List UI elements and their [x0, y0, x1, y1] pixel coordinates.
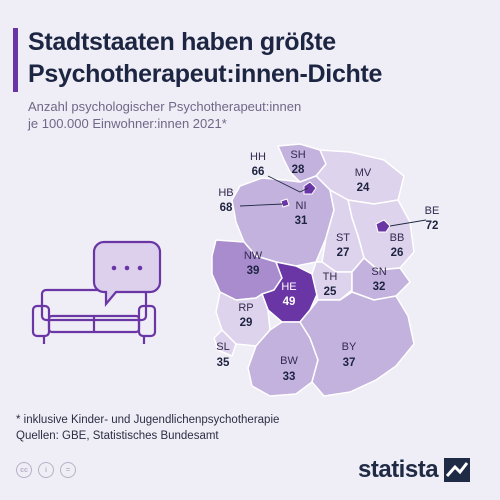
berlin-marker — [375, 219, 391, 233]
svg-text:ST: ST — [336, 232, 350, 244]
svg-text:25: 25 — [324, 286, 337, 298]
label-hh: HH 66 — [250, 151, 266, 178]
title-accent-bar — [13, 28, 18, 92]
cc-icon[interactable]: cc — [16, 462, 32, 478]
svg-text:HE: HE — [281, 281, 296, 293]
label-st: ST 27 — [336, 232, 350, 259]
svg-text:TH: TH — [323, 271, 338, 283]
svg-text:NI: NI — [296, 200, 307, 212]
svg-text:33: 33 — [283, 371, 296, 383]
svg-text:49: 49 — [283, 296, 296, 308]
svg-text:35: 35 — [217, 357, 230, 369]
svg-text:HH: HH — [250, 151, 266, 163]
page-subtitle: Anzahl psychologischer Psychotherapeut:i… — [28, 98, 488, 132]
svg-text:BE: BE — [425, 205, 440, 217]
title-line-2: Psychotherapeut:innen-Dichte — [28, 60, 383, 88]
svg-text:BB: BB — [390, 232, 405, 244]
svg-text:26: 26 — [391, 247, 404, 259]
state-ni — [231, 175, 335, 267]
svg-text:BW: BW — [280, 355, 298, 367]
label-th: TH 25 — [323, 271, 338, 298]
label-by: BY 37 — [342, 341, 357, 369]
state-sl — [213, 329, 237, 357]
svg-text:66: 66 — [252, 166, 265, 178]
label-be: BE 72 — [425, 205, 440, 232]
svg-text:24: 24 — [357, 182, 370, 194]
svg-text:27: 27 — [337, 247, 350, 259]
svg-text:37: 37 — [343, 357, 356, 369]
state-by — [299, 291, 415, 397]
svg-text:28: 28 — [292, 164, 305, 176]
hamburg-marker — [303, 181, 317, 195]
statista-brand[interactable]: statista — [358, 456, 471, 484]
statista-logo-icon — [444, 458, 471, 482]
svg-text:MV: MV — [355, 167, 372, 179]
svg-text:SL: SL — [216, 341, 229, 353]
label-sn: SN 32 — [371, 266, 386, 293]
brand-name: statista — [358, 456, 439, 483]
title-line-1: Stadtstaaten haben größte — [28, 28, 336, 56]
svg-text:SN: SN — [371, 266, 386, 278]
svg-text:29: 29 — [240, 317, 253, 329]
svg-text:HB: HB — [218, 187, 233, 199]
license-icons: cc i = — [16, 462, 76, 478]
label-mv: MV 24 — [355, 167, 372, 194]
label-he: HE 49 — [281, 281, 296, 308]
bremen-marker — [280, 198, 290, 208]
be-leader-line — [389, 219, 427, 227]
speech-bubble-icon — [92, 240, 162, 308]
label-sh: SH 28 — [290, 149, 305, 176]
label-bb: BB 26 — [390, 232, 405, 259]
label-ni: NI 31 — [295, 200, 308, 227]
hh-leader-line — [267, 175, 309, 193]
page-title: Stadtstaaten haben größte Psychotherapeu… — [28, 26, 488, 90]
svg-text:68: 68 — [220, 202, 233, 214]
label-bw: BW 33 — [280, 355, 298, 383]
footnote-line-1: * inklusive Kinder- und Jugendlichenpsyc… — [16, 414, 280, 426]
couch-icon — [31, 288, 157, 344]
source-line: Quellen: GBE, Statistisches Bundesamt — [16, 430, 219, 442]
label-sl: SL 35 — [216, 341, 230, 369]
label-nw: NW 39 — [244, 250, 263, 277]
svg-text:NW: NW — [244, 250, 263, 262]
svg-text:SH: SH — [290, 149, 305, 161]
label-rp: RP 29 — [238, 302, 253, 329]
svg-text:RP: RP — [238, 302, 253, 314]
hb-leader-line — [239, 203, 284, 207]
label-hb: HB 68 — [218, 187, 233, 214]
subtitle-line-1: Anzahl psychologischer Psychotherapeut:i… — [28, 99, 302, 114]
svg-text:31: 31 — [295, 215, 308, 227]
svg-text:BY: BY — [342, 341, 357, 353]
subtitle-line-2: je 100.000 Einwohner:innen 2021* — [28, 116, 227, 131]
footnote: * inklusive Kinder- und Jugendlichenpsyc… — [16, 412, 486, 444]
by-icon[interactable]: i — [38, 462, 54, 478]
svg-text:39: 39 — [247, 265, 260, 277]
svg-text:32: 32 — [373, 281, 386, 293]
nd-icon[interactable]: = — [60, 462, 76, 478]
svg-text:72: 72 — [426, 220, 439, 232]
